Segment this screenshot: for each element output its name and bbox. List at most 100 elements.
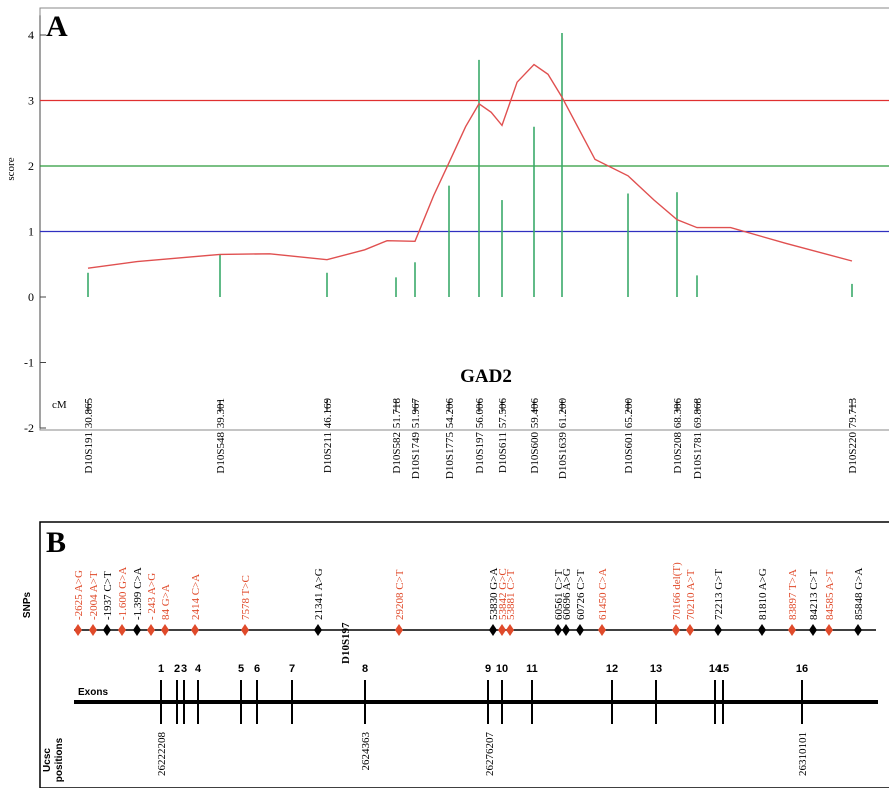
exon-number: 4 — [195, 663, 202, 675]
y-tick-label: 4 — [28, 28, 34, 42]
y-tick-label: -2 — [24, 421, 34, 435]
exon-number: 15 — [717, 663, 729, 675]
threshold-lines — [40, 99, 889, 233]
snp-marker — [118, 624, 126, 636]
gene-label: GAD2 — [460, 366, 512, 387]
cm-value-d10s611: 57.506 — [497, 398, 509, 429]
marker-name-d10s548: D10S548 — [215, 432, 227, 474]
snp-label: 2414 C>A — [190, 574, 202, 620]
y-tick-label: 2 — [28, 159, 34, 173]
marker-bars — [87, 33, 853, 297]
snp-marker — [498, 624, 506, 636]
cm-value-d10s220: 79.713 — [847, 398, 859, 429]
snp-label: 84585 A>T — [824, 569, 836, 620]
snp-marker — [686, 624, 694, 636]
snp-marker — [133, 624, 141, 636]
snp-marker — [506, 624, 514, 636]
cm-value-d10s208: 68.386 — [672, 398, 684, 429]
cm-value-d10s1781: 69.868 — [692, 398, 704, 429]
marker-name-d10s1639: D10S1639 — [557, 432, 569, 480]
snp-label: 53842 G>C — [497, 568, 509, 620]
marker-name-d10s208: D10S208 — [672, 432, 684, 474]
exon-number: 12 — [606, 663, 618, 675]
snp-marker — [576, 624, 584, 636]
exon-number: 9 — [485, 663, 491, 675]
snp-label: 60726 C>T — [575, 569, 587, 620]
snp-label: -2004 A>T — [88, 571, 100, 620]
marker-labels: 30.865 D10S191 39.301 D10S548 46.169 D10S211 5… — [40, 398, 889, 480]
snp-label: 53881 C>T — [505, 569, 517, 620]
snp-label: 60696 A>G — [561, 568, 573, 620]
panel-b-frame — [39, 521, 889, 788]
snp-marker — [598, 624, 606, 636]
snp-label: 29208 C>T — [394, 569, 406, 620]
marker-name-d10s600: D10S600 — [529, 432, 541, 474]
marker-name-d10s1749: D10S1749 — [410, 432, 422, 480]
snp-label: 7578 T>C — [240, 575, 252, 620]
cm-value-d10s1749: 51.967 — [410, 398, 422, 429]
snp-marker — [714, 624, 722, 636]
ucsc-position: 26276207 — [484, 732, 496, 777]
marker-name-d10s1775: D10S1775 — [444, 432, 456, 480]
ucsc-label-line1: Ucsc — [42, 748, 53, 772]
exon-number: 13 — [650, 663, 662, 675]
snp-label: -1.600 G>A — [117, 567, 129, 620]
snp-label: -1.399 C>A — [132, 567, 144, 620]
cm-value-d10s1775: 54.206 — [444, 398, 456, 429]
marker-name-d10s220: D10S220 — [847, 432, 859, 474]
snp-marker — [854, 624, 862, 636]
snp-marker — [562, 624, 570, 636]
snp-label: 84 G>A — [160, 584, 172, 620]
exon-number: 8 — [362, 663, 368, 675]
exon-number: 6 — [254, 663, 260, 675]
snp-marker — [147, 624, 155, 636]
panel-b-letter: B — [46, 526, 66, 559]
cm-label: cM — [52, 399, 67, 411]
snp-marker — [489, 624, 497, 636]
marker-name-d10s211: D10S211 — [322, 432, 334, 473]
snp-marker — [395, 624, 403, 636]
snp-label: 72213 G>T — [713, 569, 725, 620]
exon-number: 14 — [709, 663, 722, 675]
ucsc-position: 26222208 — [156, 732, 168, 777]
score-curve — [87, 63, 853, 269]
ucsc-position: 26310101 — [797, 732, 809, 776]
snps-label: SNPs — [22, 592, 33, 619]
snp-label: 81810 A>G — [757, 568, 769, 620]
cm-value-d10s582: 51.718 — [391, 398, 403, 429]
snp-marker — [241, 624, 249, 636]
panel-b: B SNPs -2625 A>G -2004 A>T -1937 C>T -1.600… — [22, 521, 889, 788]
ucsc-label-line2: positions — [54, 737, 65, 782]
y-tick-label: 0 — [28, 290, 34, 304]
cm-value-d10s548: 39.301 — [215, 398, 227, 428]
exons-label: Exons — [78, 687, 108, 698]
exon-number: 10 — [496, 663, 508, 675]
snp-label: 70210 A>T — [685, 569, 697, 620]
marker-name-d10s611: D10S611 — [497, 432, 509, 473]
marker-name-d10s582: D10S582 — [391, 432, 403, 474]
exon-number: 1 — [158, 663, 164, 675]
snp-marker — [161, 624, 169, 636]
exon-number: 2 — [174, 663, 180, 675]
snp-label: 53830 G>A — [488, 568, 500, 620]
snp-label: 60561 C>T — [553, 569, 565, 620]
cm-value-d10s191: 30.865 — [83, 398, 95, 429]
snp-marker — [103, 624, 111, 636]
snp-label: -1937 C>T — [102, 571, 114, 620]
ucsc-position: 2624363 — [360, 732, 372, 771]
snp-label: 21341 A>G — [313, 568, 325, 620]
panel-a-letter: A — [46, 10, 68, 43]
snp-marker — [788, 624, 796, 636]
cm-value-d10s211: 46.169 — [322, 398, 334, 429]
y-tick-label: 3 — [28, 94, 34, 108]
marker-name-d10s197: D10S197 — [474, 432, 486, 474]
snp-label: 83897 T>A — [787, 569, 799, 620]
y-tick-label: -1 — [24, 356, 34, 370]
y-tick-label: 1 — [28, 225, 34, 239]
ucsc-positions: 26222208 2624363 26276207 26310101 — [156, 732, 809, 777]
exon-number: 11 — [526, 663, 538, 675]
cm-value-d10s197: 56.006 — [474, 398, 486, 429]
marker-name-d10s191: D10S191 — [83, 432, 95, 474]
